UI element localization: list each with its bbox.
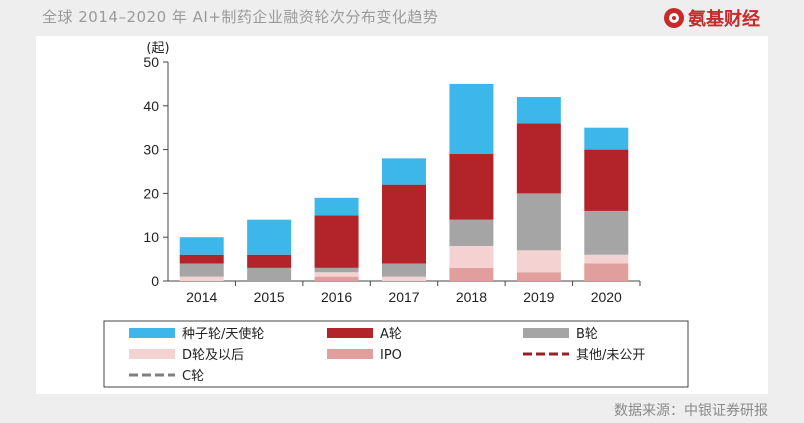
- legend-swatch-a: [327, 328, 373, 338]
- x-tick-label: 2016: [321, 289, 352, 305]
- bar-b-2017: [382, 263, 426, 277]
- bar-seed-2016: [314, 197, 359, 216]
- legend-label-ipo: IPO: [380, 348, 402, 363]
- bar-ipo-2019: [516, 272, 561, 281]
- bar-seed-2014: [179, 237, 224, 255]
- bar-b-2016: [314, 267, 359, 273]
- bar-seed-2018: [449, 83, 494, 154]
- legend-box: [103, 320, 689, 388]
- bar-seed-2017: [382, 158, 426, 185]
- bar-d-2019: [516, 250, 561, 273]
- bar-b-2015: [247, 267, 292, 281]
- legend-label-c: C轮: [182, 369, 204, 384]
- bar-a-2020: [584, 149, 629, 211]
- legend-label-d: D轮及以后: [182, 348, 244, 363]
- legend-swatch-seed: [129, 328, 175, 338]
- bar-a-2016: [314, 215, 359, 268]
- source-note: 数据来源：中银证券研报: [614, 403, 768, 419]
- bar-d-2017: [382, 276, 426, 281]
- bar-b-2019: [516, 193, 561, 251]
- x-tick-label: 2019: [523, 289, 554, 305]
- y-tick-label: 50: [143, 54, 159, 70]
- bar-a-2019: [516, 123, 561, 194]
- bar-ipo-2020: [584, 263, 629, 281]
- x-tick-label: 2015: [254, 289, 285, 305]
- bar-seed-2019: [516, 97, 561, 124]
- y-tick-label: 0: [151, 273, 159, 289]
- legend-label-b: B轮: [576, 327, 598, 342]
- legend-label-seed: 种子轮/天使轮: [182, 326, 264, 342]
- y-tick-label: 10: [143, 229, 159, 245]
- bar-a-2018: [449, 153, 494, 220]
- y-tick-label: 20: [143, 185, 159, 201]
- brand-logo-icon: [664, 8, 684, 28]
- legend-swatch-b: [523, 328, 569, 338]
- x-tick-label: 2014: [186, 289, 217, 305]
- bar-seed-2015: [247, 219, 292, 255]
- bar-d-2014: [179, 276, 224, 281]
- bar-b-2018: [449, 219, 494, 246]
- bar-a-2014: [179, 254, 224, 264]
- bar-a-2015: [247, 254, 292, 268]
- brand-logo: 氨基财经: [664, 5, 760, 31]
- stacked-bar-chart: 0 10 20 30 40 50(起) 2014 2015 2016 2017 2018 2019 20…: [103, 41, 689, 388]
- legend-swatch-ipo: [327, 349, 373, 359]
- x-tick-label: 2020: [591, 289, 622, 305]
- y-axis-unit-label: (起): [146, 41, 169, 56]
- y-tick-label: 40: [143, 98, 159, 114]
- legend-label-a: A轮: [380, 327, 402, 342]
- bar-d-2020: [584, 254, 629, 264]
- bar-d-2018: [449, 245, 494, 268]
- bar-ipo-2016: [314, 276, 359, 281]
- legend-label-other: 其他/未公开: [576, 348, 645, 363]
- bar-d-2016: [314, 272, 359, 277]
- x-tick-label: 2018: [456, 289, 487, 305]
- brand-name: 氨基财经: [688, 9, 760, 30]
- x-tick-label: 2017: [388, 289, 419, 305]
- bar-seed-2020: [584, 127, 629, 150]
- y-tick-label: 30: [143, 142, 159, 158]
- bar-a-2017: [382, 184, 426, 264]
- bar-ipo-2018: [449, 267, 494, 281]
- chart-title: 全球 2014–2020 年 AI+制药企业融资轮次分布变化趋势: [42, 8, 439, 26]
- bar-b-2014: [179, 263, 224, 277]
- chart-panel: 0 10 20 30 40 50 (起) 2014 2015 2016 2017 2018 2019 20…: [36, 36, 768, 394]
- bar-b-2020: [584, 210, 629, 255]
- legend-swatch-d: [129, 349, 175, 359]
